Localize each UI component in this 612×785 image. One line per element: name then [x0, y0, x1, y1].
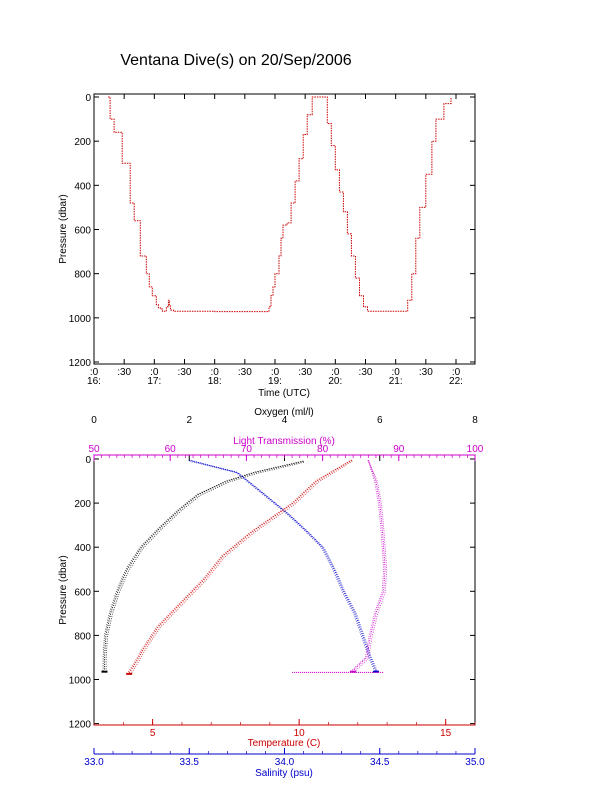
- dive-x-tick-minutes: :30: [178, 367, 192, 378]
- dive-x-tick-hour: 17:: [147, 376, 161, 387]
- dive-profile-series: [108, 96, 452, 313]
- transmission-profile-trace: [354, 460, 388, 673]
- dive-x-tick-hour: 19:: [268, 376, 282, 387]
- ctd-profile-y-label: Pressure (dbar): [58, 555, 69, 624]
- dive-x-tick-minutes: :30: [238, 367, 252, 378]
- dive-x-tick-minutes: :0: [271, 367, 280, 378]
- dive-profile-y-ticks: 0 200 400 600 800 1000 1200: [69, 93, 475, 369]
- salinity-tick-label: 34.5: [370, 757, 390, 768]
- salinity-axis: Salinity (psu) 33.0 33.5 34.0 34.5 35.0: [84, 748, 485, 779]
- oxygen-tick-label: 2: [186, 415, 192, 426]
- dive-x-tick-hour: 20:: [328, 376, 342, 387]
- dive-x-tick-minutes: :0: [391, 367, 400, 378]
- ctd-y-tick-label: 800: [74, 631, 91, 642]
- dive-profile-x-ticks: :016::30:017::30:018::30:019::30:020::30…: [87, 94, 463, 387]
- oxygen-profile-trace: [105, 461, 305, 672]
- dive-x-tick-minutes: :0: [150, 367, 159, 378]
- dive-profile-x-label: Time (UTC): [258, 388, 310, 399]
- transmission-tick-label: 80: [317, 444, 329, 455]
- salinity-tick-label: 34.0: [275, 757, 295, 768]
- temperature-profile-trace: [128, 459, 353, 674]
- ctd-profile-frame: [93, 454, 476, 726]
- ctd-profile-series: [101, 459, 388, 675]
- salinity-tick-label: 33.5: [180, 757, 200, 768]
- ctd-y-tick-label: 200: [74, 499, 91, 510]
- dive-y-tick-label: 200: [74, 137, 91, 148]
- dive-x-tick-minutes: :30: [419, 367, 433, 378]
- salinity-tick-label: 33.0: [84, 757, 104, 768]
- ctd-y-tick-label: 600: [74, 587, 91, 598]
- transmission-tick-label: 50: [88, 444, 100, 455]
- oxygen-profile-trace: [102, 460, 304, 671]
- ctd-profile-y-ticks: 0 200 400 600 800 1000 1200: [69, 455, 475, 731]
- transmission-tick-label: 100: [467, 444, 484, 455]
- temperature-profile-trace: [130, 460, 353, 675]
- dive-x-tick-hour: 16:: [87, 376, 101, 387]
- oxygen-tick-label: 6: [377, 415, 383, 426]
- dive-profile-frame: [93, 93, 476, 365]
- ctd-y-tick-label: 0: [85, 455, 91, 466]
- dive-y-tick-label: 400: [74, 181, 91, 192]
- salinity-profile-trace: [189, 459, 377, 671]
- salinity-axis-label: Salinity (psu): [255, 768, 313, 779]
- ctd-y-tick-label: 400: [74, 543, 91, 554]
- ctd-y-tick-label: 1000: [69, 676, 92, 687]
- dive-pressure-trace: [108, 96, 452, 313]
- dive-x-tick-minutes: :30: [359, 367, 373, 378]
- dive-x-tick-hour: 18:: [208, 376, 222, 387]
- oxygen-axis: Oxygen (ml/l) 0 2 4 6 8: [91, 407, 478, 461]
- dive-y-tick-label: 0: [85, 93, 91, 104]
- oxygen-tick-label: 4: [282, 415, 288, 426]
- salinity-profile-trace: [189, 460, 378, 672]
- transmission-tick-label: 90: [393, 444, 405, 455]
- temperature-tick-label: 10: [294, 728, 306, 739]
- chart-title: Ventana Dive(s) on 20/Sep/2006: [120, 52, 351, 69]
- dive-x-tick-minutes: :30: [298, 367, 312, 378]
- dive-x-tick-minutes: :0: [210, 367, 219, 378]
- dive-x-tick-minutes: :0: [331, 367, 340, 378]
- oxygen-tick-label: 8: [472, 415, 478, 426]
- light-transmission-axis: Light Transmission (%) 50 60 70 80 90 100: [88, 436, 484, 461]
- temperature-profile-trace: [127, 459, 352, 674]
- dive-x-tick-minutes: :0: [452, 367, 461, 378]
- dive-y-tick-label: 800: [74, 270, 91, 281]
- dive-y-tick-label: 1200: [69, 358, 92, 369]
- oxygen-axis-label: Oxygen (ml/l): [254, 407, 313, 418]
- dive-y-tick-label: 600: [74, 225, 91, 236]
- transmission-tick-label: 70: [241, 444, 253, 455]
- temperature-axis: Temperature (C) 5 10 15: [93, 719, 476, 749]
- oxygen-profile-trace: [104, 460, 304, 671]
- temperature-tick-label: 15: [440, 728, 452, 739]
- dive-x-tick-hour: 22:: [449, 376, 463, 387]
- oxygen-tick-label: 0: [91, 415, 97, 426]
- ctd-y-tick-label: 1200: [69, 720, 92, 731]
- transmission-tick-label: 60: [165, 444, 177, 455]
- temperature-tick-label: 5: [150, 728, 156, 739]
- salinity-tick-label: 35.0: [465, 757, 485, 768]
- dive-profile-y-label: Pressure (dbar): [58, 194, 69, 263]
- transmission-profile-trace: [351, 459, 385, 672]
- dive-x-tick-minutes: :30: [117, 367, 131, 378]
- dive-x-tick-minutes: :0: [90, 367, 99, 378]
- dive-y-tick-label: 1000: [69, 314, 92, 325]
- transmission-profile-trace: [352, 459, 386, 672]
- temperature-axis-label: Temperature (C): [248, 738, 321, 749]
- light-transmission-axis-label: Light Transmission (%): [233, 436, 335, 447]
- dive-x-tick-hour: 21:: [389, 376, 403, 387]
- salinity-profile-trace: [188, 459, 375, 671]
